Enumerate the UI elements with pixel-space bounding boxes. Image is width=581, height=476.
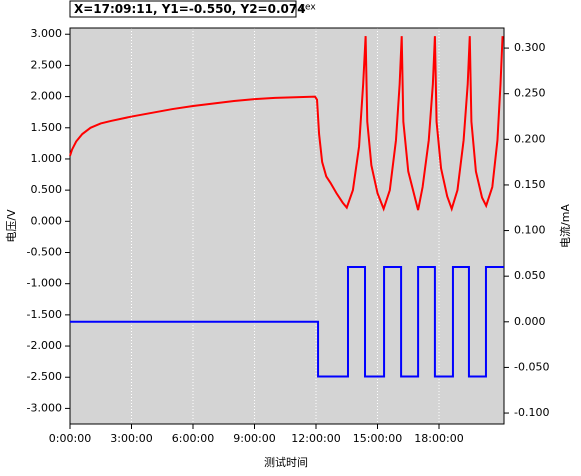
y2-tick-label: 0.000 bbox=[514, 315, 546, 328]
y2-tick-label: -0.100 bbox=[514, 406, 549, 419]
plot-frame bbox=[69, 27, 505, 425]
y2-tick-label: 0.250 bbox=[514, 87, 546, 100]
chart-subtitle: cex bbox=[300, 3, 316, 13]
y-tick-label: 3.000 bbox=[31, 27, 63, 40]
y-tick-label: 1.500 bbox=[31, 121, 63, 134]
y-tick-label: 0.000 bbox=[31, 214, 63, 227]
y2-tick-label: -0.050 bbox=[514, 360, 549, 373]
x-tick-label: 18:00:00 bbox=[414, 432, 463, 445]
y-tick-label: -2.000 bbox=[27, 339, 62, 352]
chart-title: X=17:09:11, Y1=-0.550, Y2=0.074 bbox=[74, 2, 306, 16]
y-tick-label: 2.000 bbox=[31, 90, 63, 103]
x-tick-label: 9:00:00 bbox=[233, 432, 275, 445]
x-tick-label: 12:00:00 bbox=[291, 432, 340, 445]
y-tick-label: -0.500 bbox=[27, 246, 62, 259]
x-tick-label: 15:00:00 bbox=[353, 432, 402, 445]
y-tick-label: 0.500 bbox=[31, 183, 63, 196]
x-tick-label: 0:00:00 bbox=[49, 432, 91, 445]
y2-tick-label: 0.150 bbox=[514, 178, 546, 191]
y2-tick-label: 0.300 bbox=[514, 41, 546, 54]
series-line bbox=[69, 36, 504, 213]
y2-tick-label: 0.100 bbox=[514, 224, 546, 237]
y-tick-label: -1.000 bbox=[27, 277, 62, 290]
y2-tick-label: 0.050 bbox=[514, 269, 546, 282]
series-line bbox=[70, 266, 504, 378]
cursor-box bbox=[69, 0, 297, 18]
y-axis-label: 电压/V bbox=[5, 209, 18, 243]
y-tick-label: 1.000 bbox=[31, 152, 63, 165]
x-tick-label: 6:00:00 bbox=[172, 432, 214, 445]
y-tick-label: -3.000 bbox=[27, 401, 62, 414]
y-tick-label: -2.500 bbox=[27, 370, 62, 383]
x-axis-label: 测试时间 bbox=[264, 456, 308, 469]
y2-axis-label: 电流/mA bbox=[558, 204, 572, 248]
y-tick-label: -1.500 bbox=[27, 308, 62, 321]
y2-tick-label: 0.200 bbox=[514, 132, 546, 145]
y-tick-label: 2.500 bbox=[31, 58, 63, 71]
x-tick-label: 3:00:00 bbox=[110, 432, 152, 445]
